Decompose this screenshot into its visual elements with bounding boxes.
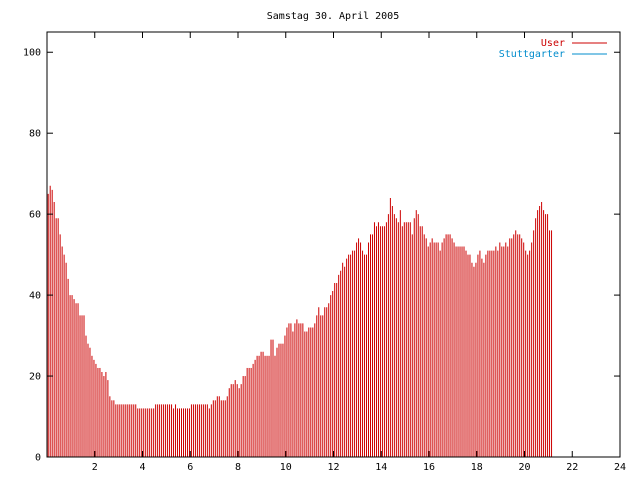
y-tick-label: 0 (35, 453, 41, 464)
x-tick-label: 10 (280, 462, 292, 473)
chart-title: Samstag 30. April 2005 (267, 11, 399, 22)
x-tick-label: 6 (187, 462, 193, 473)
y-tick-label: 20 (29, 372, 41, 383)
x-tick-label: 2 (92, 462, 98, 473)
y-tick-label: 100 (23, 48, 41, 59)
y-tick-label: 40 (29, 291, 41, 302)
legend: User Stuttgarter (499, 38, 607, 60)
x-tick-label: 16 (423, 462, 435, 473)
x-tick-label: 8 (235, 462, 241, 473)
legend-label-user: User (541, 38, 565, 49)
x-tick-label: 4 (139, 462, 145, 473)
x-tick-label: 12 (327, 462, 339, 473)
x-tick-label: 14 (375, 462, 387, 473)
bars (47, 185, 553, 457)
x-tick-label: 24 (614, 462, 626, 473)
legend-label-stuttgarter: Stuttgarter (499, 49, 565, 60)
x-tick-label: 22 (566, 462, 578, 473)
y-tick-label: 80 (29, 129, 41, 140)
y-tick-label: 60 (29, 210, 41, 221)
x-tick-label: 20 (518, 462, 530, 473)
x-tick-label: 18 (471, 462, 483, 473)
